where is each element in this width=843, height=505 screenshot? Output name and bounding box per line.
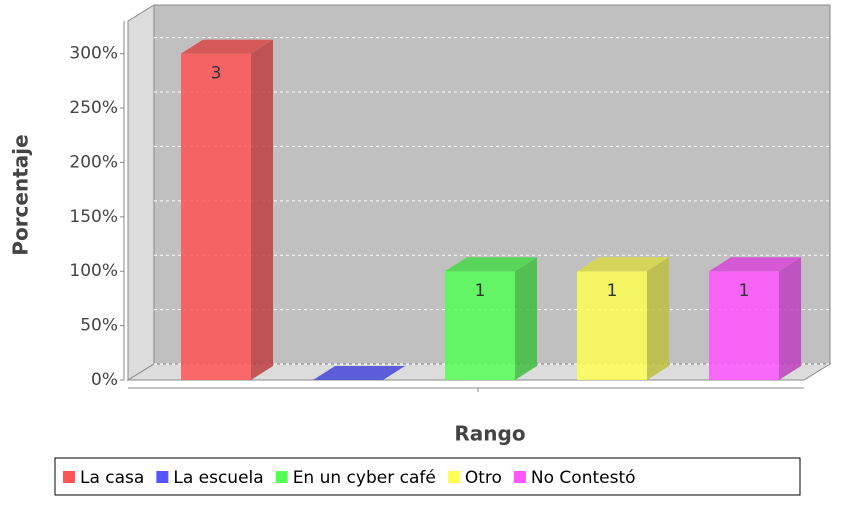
y-tick-label: 200%: [69, 152, 118, 172]
bar-top: [445, 257, 537, 272]
bar-side: [251, 39, 273, 381]
bar-side: [779, 257, 801, 380]
bar-top: [577, 257, 669, 272]
value-label: 1: [607, 281, 618, 301]
legend-entry: En un cyber café: [293, 468, 436, 488]
bar: [577, 257, 669, 380]
value-label: 1: [475, 281, 486, 301]
bar-top: [709, 257, 801, 272]
bar-front: [445, 271, 515, 380]
x-axis-label: Rango: [454, 422, 525, 446]
legend-box: [54, 457, 801, 496]
bar: [313, 366, 405, 380]
bar-side: [647, 257, 669, 380]
y-tick-label: 250%: [69, 98, 118, 118]
legend-entry: La escuela: [173, 468, 263, 488]
y-tick-label: 300%: [69, 44, 118, 64]
bar-top: [313, 366, 405, 380]
legend-entry: La casa: [80, 468, 144, 488]
bar-top: [181, 39, 273, 54]
legend-entry: No Contestó: [531, 468, 636, 488]
y-tick-label: 50%: [80, 316, 118, 336]
legend-entry: Otro: [465, 468, 502, 488]
bar: [181, 39, 273, 381]
y-axis-label: Porcentaje: [9, 134, 33, 255]
bar-front: [709, 271, 779, 380]
bar: [709, 257, 801, 380]
y-tick-label: 150%: [69, 207, 118, 227]
bar: [445, 257, 537, 380]
legend-swatch: [447, 471, 460, 483]
y-tick-label: 0%: [91, 370, 118, 390]
value-label: 1: [739, 281, 750, 301]
y-tick-label: 100%: [69, 261, 118, 281]
value-label: 3: [211, 64, 222, 84]
bar-front: [181, 53, 251, 381]
legend-swatch: [63, 471, 75, 483]
legend-swatch: [513, 471, 526, 483]
bar-front: [577, 271, 647, 380]
legend-swatch: [156, 471, 169, 483]
legend-swatch: [275, 471, 288, 483]
bar-side: [515, 257, 537, 380]
side-wall: [127, 4, 155, 381]
